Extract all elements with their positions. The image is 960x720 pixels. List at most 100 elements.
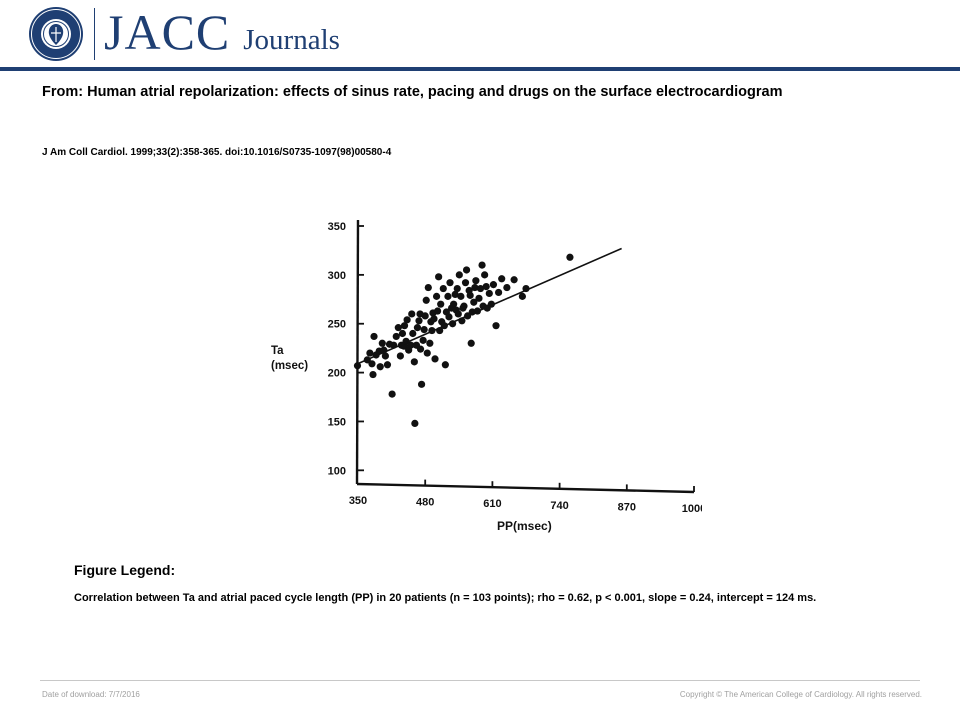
data-point [408,310,416,318]
data-point [441,361,449,369]
data-point [376,363,384,371]
data-point [424,283,432,292]
x-tick-label: 350 [349,495,367,507]
logo-divider [94,8,95,60]
data-point [369,370,377,379]
data-point [378,339,386,347]
data-point [439,284,447,293]
journal-brand[interactable]: JACC Journals [104,2,340,62]
article-title: From: Human atrial repolarization: effec… [42,84,783,100]
data-point [431,355,439,363]
data-point [368,360,376,368]
brand-main: JACC [104,4,231,60]
chart-points [353,253,574,428]
data-point [417,380,426,388]
data-point [457,292,465,300]
data-point [492,322,500,330]
x-tick-label: 1000 [682,503,702,515]
chart-regression [355,247,622,366]
data-point [454,310,462,318]
data-point [478,261,486,269]
legend-text: Correlation between Ta and atrial paced … [74,592,817,604]
data-point [419,336,427,344]
footer-rule [40,680,920,681]
data-point [566,253,574,261]
x-axis-label: PP(msec) [497,519,552,533]
y-tick-label: 150 [328,416,346,428]
data-point [423,349,431,357]
data-point [472,277,480,285]
data-point [451,290,459,299]
data-point [455,271,463,279]
data-point [445,313,453,321]
data-point [422,296,430,304]
data-point [503,283,511,292]
data-point [495,288,503,297]
data-point [481,271,489,279]
regression-line [355,247,622,366]
copyright-notice: Copyright © The American College of Card… [679,690,922,699]
data-point [467,339,475,347]
data-point [498,275,506,283]
data-point [446,279,454,287]
y-tick-label: 250 [328,319,346,331]
y-axis-label-line2: (msec) [271,360,308,372]
header-rule [0,67,960,71]
data-point [462,266,471,274]
data-point [437,300,445,308]
data-point [415,317,423,325]
data-point [416,345,425,353]
scatter-chart: 100 150 200 250 300 350 350 480 610 740 870 1000 Ta… [271,219,702,533]
data-point [411,419,419,428]
x-tick-label: 870 [618,501,636,513]
data-point [476,284,485,293]
data-point [407,341,415,349]
data-point [426,339,434,347]
x-axis-line [356,482,695,494]
data-point [453,284,461,293]
data-point [381,352,389,360]
chart-ticks: 100 150 200 250 300 350 350 480 610 740 870 1000 [328,221,702,515]
x-tick-label: 740 [550,500,568,512]
y-tick-label: 300 [328,270,346,282]
data-point [470,298,478,306]
data-point [370,332,378,341]
data-point [420,325,428,334]
data-point [471,283,479,292]
y-tick-label: 200 [328,368,346,380]
y-tick-label: 100 [328,465,346,477]
x-tick-label: 480 [416,497,434,509]
data-point [460,302,468,310]
acc-seal-icon[interactable] [28,6,84,62]
data-point [388,390,396,398]
data-point [461,279,470,287]
data-point [475,294,483,302]
data-point [489,281,498,289]
download-date: Date of download: 7/7/2016 [42,690,140,699]
data-point [432,292,441,300]
data-point [409,329,417,338]
data-point [518,292,526,300]
data-point [383,361,392,369]
brand-sub: Journals [243,24,340,56]
data-point [510,276,518,284]
y-axis-line [355,219,360,485]
data-point [410,358,418,366]
data-point [482,282,490,291]
data-point [413,324,422,332]
data-point [392,332,400,341]
x-tick-label: 610 [483,498,501,510]
chart-axes [355,219,695,494]
data-point [394,324,402,332]
journal-header: JACC Journals [0,0,960,71]
data-point [421,312,429,320]
y-tick-label: 350 [328,221,346,233]
data-point [450,300,458,308]
data-point [403,316,411,324]
data-point [435,273,443,281]
data-point [398,329,407,338]
article-citation: J Am Coll Cardiol. 1999;33(2):358-365. d… [42,147,392,158]
y-axis-label-line1: Ta [271,345,284,357]
data-point [444,292,452,300]
data-point [434,307,442,315]
